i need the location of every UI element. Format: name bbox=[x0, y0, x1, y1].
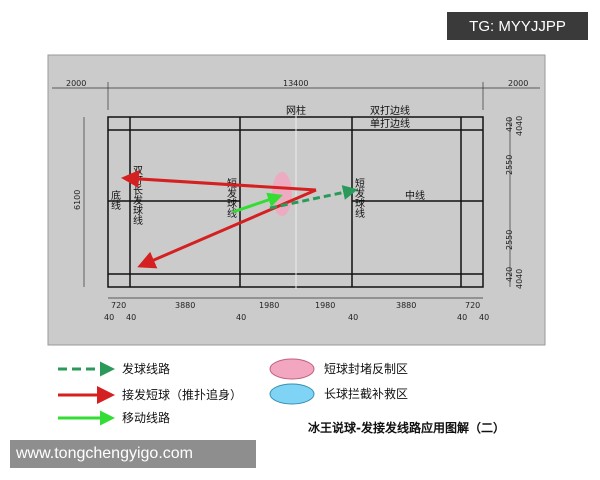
return-arrow-long bbox=[121, 169, 317, 192]
dimension-lines bbox=[52, 82, 540, 299]
dim-bottom-small-1: 40 bbox=[126, 313, 136, 322]
label-center-line: 中线 bbox=[405, 189, 425, 202]
serve-route-arrow bbox=[269, 185, 358, 210]
short-block-zone bbox=[272, 172, 292, 216]
dim-bottom-small-0: 40 bbox=[104, 313, 114, 322]
dim-bottom-3: 1980 bbox=[315, 301, 335, 310]
dim-bottom-1: 3880 bbox=[175, 301, 195, 310]
return-arrow-cross bbox=[137, 188, 317, 269]
label-singles-sideline: 单打边线 bbox=[370, 117, 410, 130]
dim-right-3: 420 bbox=[505, 267, 514, 282]
dim-bottom-small-2: 40 bbox=[236, 313, 246, 322]
dim-bottom-small-5: 40 bbox=[479, 313, 489, 322]
legend-return-label: 接发短球（推扑追身） bbox=[122, 387, 242, 402]
legend-pink-zone-icon bbox=[269, 358, 315, 380]
watermark-top: TG: MYYJJPP bbox=[447, 12, 588, 40]
watermark-bottom: www.tongchengyigo.com bbox=[10, 440, 256, 468]
legend-move-label: 移动线路 bbox=[122, 410, 170, 425]
label-short-service-line-right: 短发球线 bbox=[353, 177, 365, 218]
dim-bottom-2: 1980 bbox=[259, 301, 279, 310]
label-doubles-long-service-line: 双打长发球线 bbox=[131, 165, 143, 225]
legend-blue-zone-icon bbox=[269, 383, 315, 405]
court-lines bbox=[107, 115, 484, 289]
label-doubles-sideline: 双打边线 bbox=[370, 104, 410, 117]
dim-bottom-small-3: 40 bbox=[348, 313, 358, 322]
movement-arrow bbox=[232, 192, 283, 214]
legend-blue-zone-label: 长球拦截补救区 bbox=[324, 386, 408, 401]
dim-right-1: 2550 bbox=[505, 155, 514, 175]
dim-bottom-4: 3880 bbox=[396, 301, 416, 310]
dim-right-small-3: 40 bbox=[515, 279, 524, 289]
dim-right-0: 420 bbox=[505, 117, 514, 132]
label-net-post: 网柱 bbox=[286, 104, 306, 117]
label-short-service-line-left: 短发球线 bbox=[225, 177, 237, 218]
dim-right-small-2: 40 bbox=[515, 269, 524, 279]
dim-top-right: 2000 bbox=[508, 79, 528, 88]
dim-bottom-0: 720 bbox=[111, 301, 126, 310]
dim-bottom-5: 720 bbox=[465, 301, 480, 310]
legend-pink-zone-label: 短球封堵反制区 bbox=[324, 362, 408, 376]
legend-serve-label: 发球线路 bbox=[122, 361, 170, 376]
dim-right-small-0: 40 bbox=[515, 116, 524, 126]
dim-right-small-1: 40 bbox=[515, 126, 524, 136]
caption: 冰王说球-发接发线路应用图解（二） bbox=[308, 420, 505, 435]
dim-bottom-small-4: 40 bbox=[457, 313, 467, 322]
label-baseline: 底线 bbox=[109, 189, 121, 210]
dim-left: 6100 bbox=[73, 190, 82, 210]
dim-top-left: 2000 bbox=[66, 79, 86, 88]
dim-right-2: 2550 bbox=[505, 230, 514, 250]
dim-top-center: 13400 bbox=[283, 79, 308, 88]
